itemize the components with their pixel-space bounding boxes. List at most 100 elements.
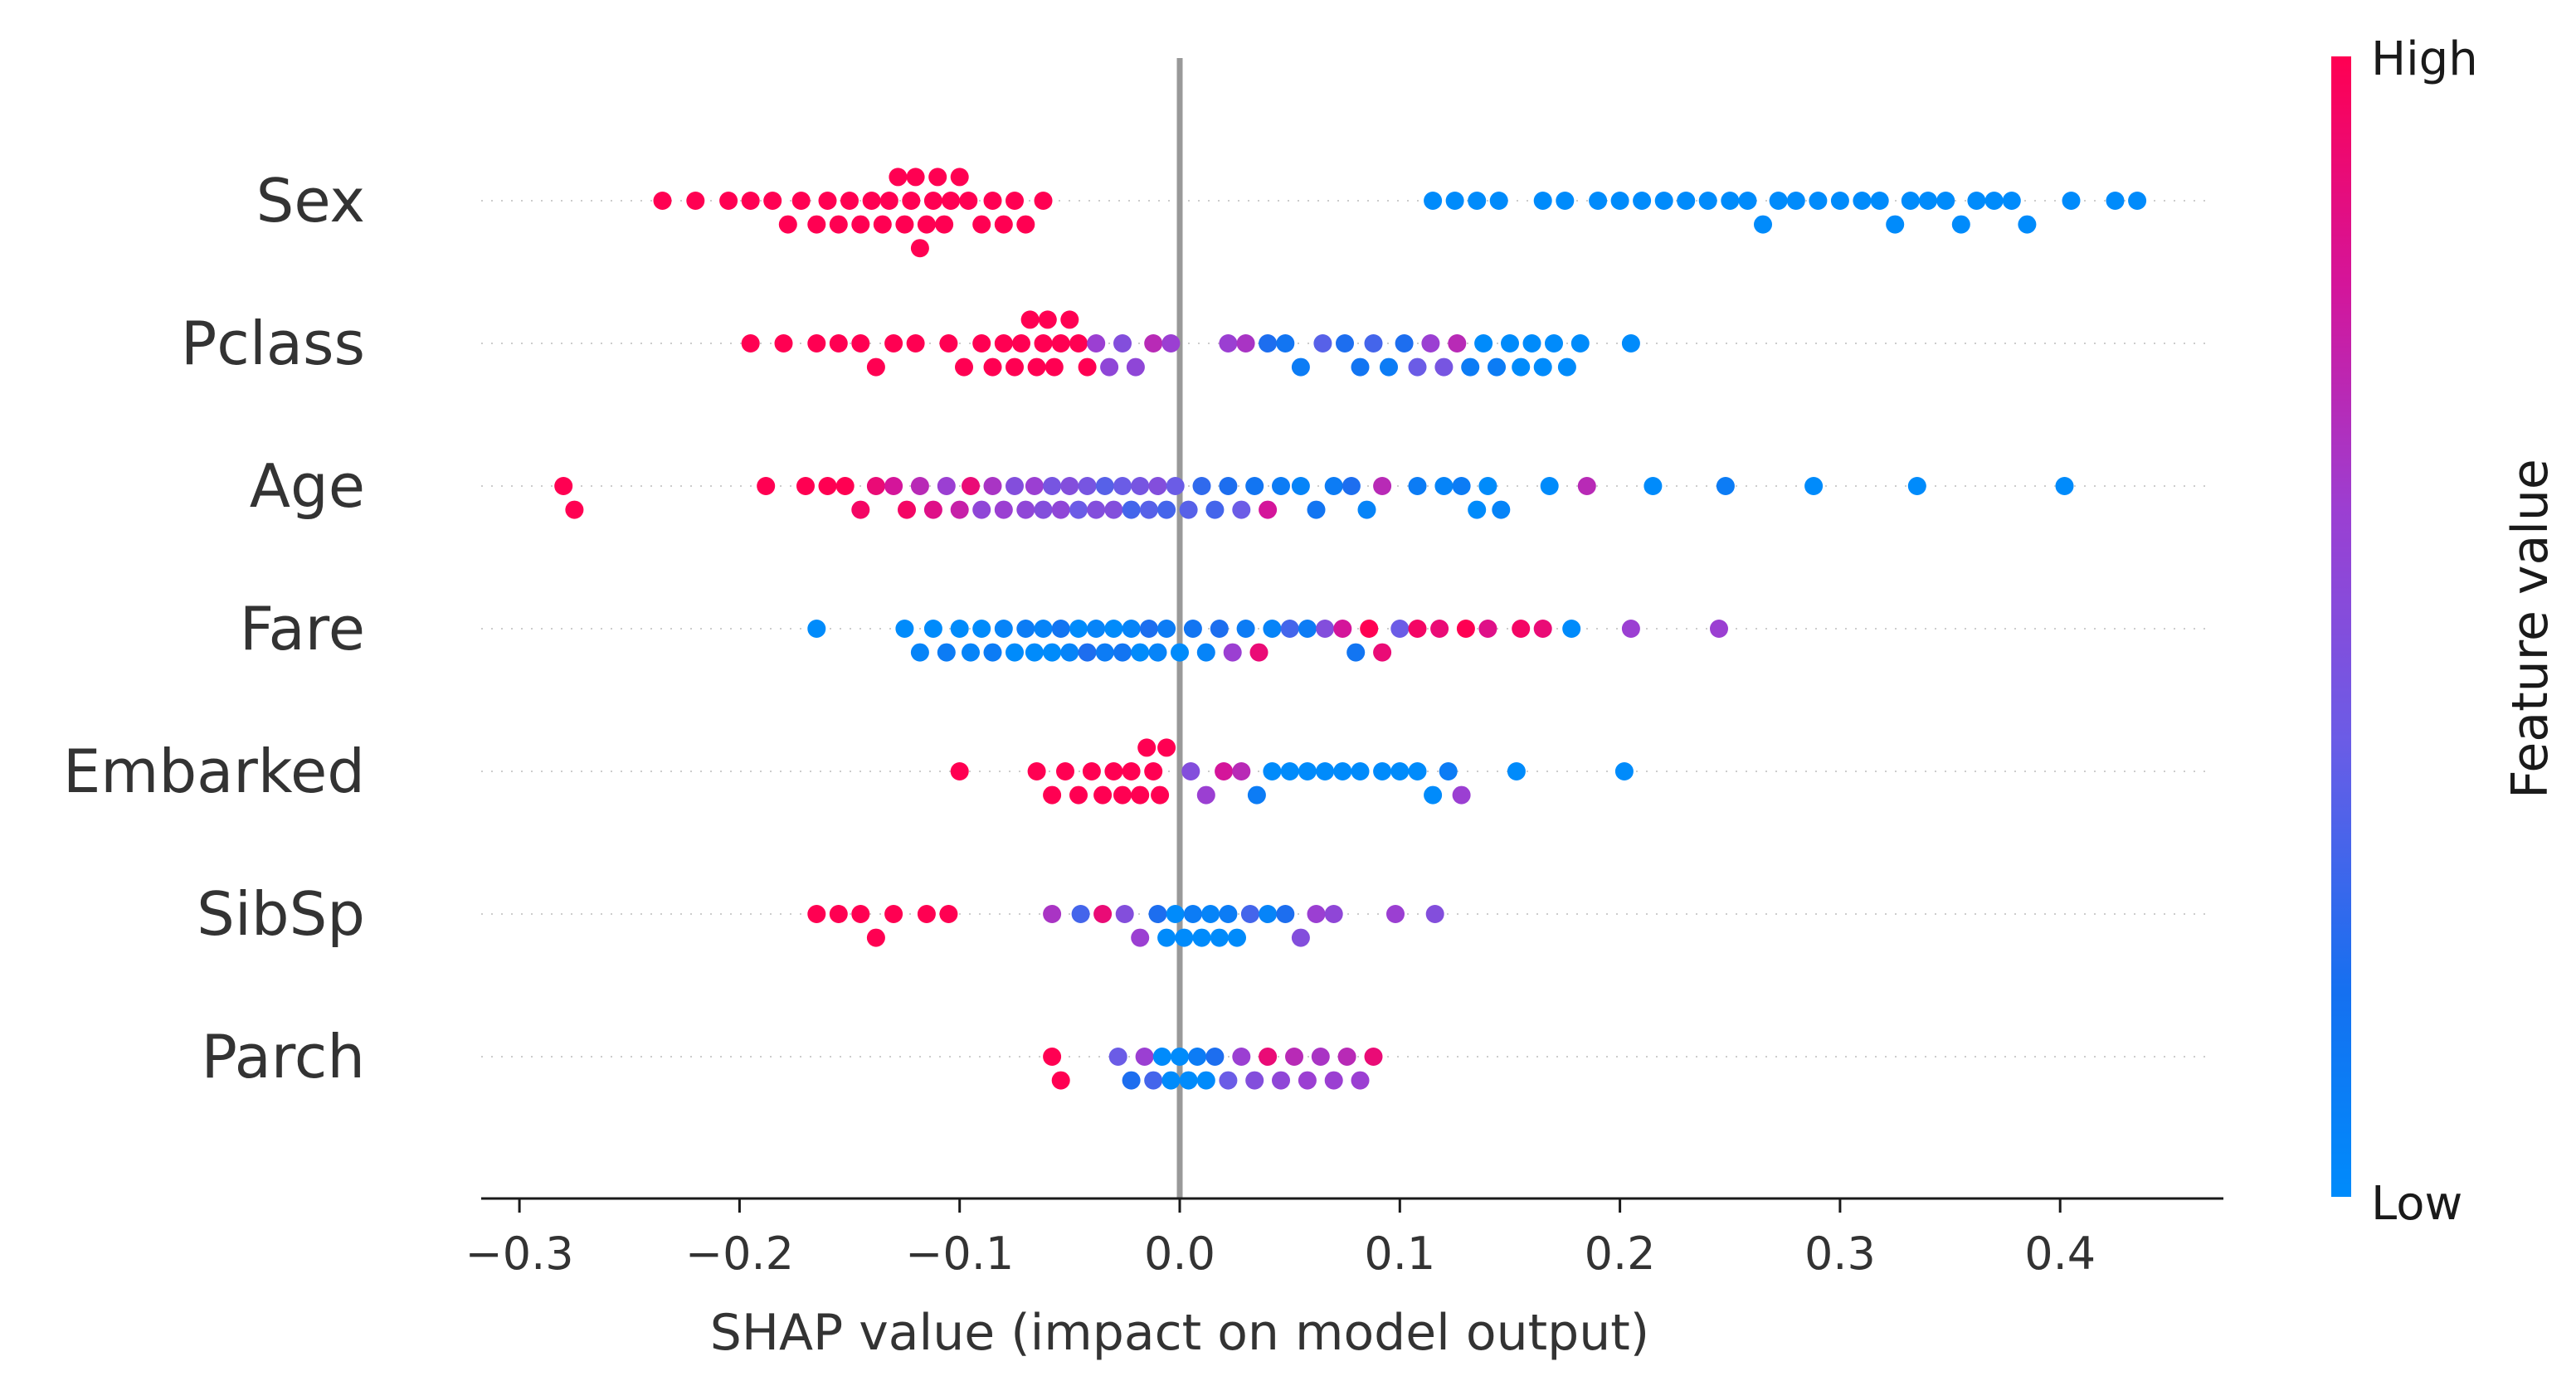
shap-point-pclass: [1313, 334, 1332, 353]
shap-point-pclass: [972, 334, 991, 353]
x-tick-label: −0.2: [685, 1228, 794, 1280]
shap-point-pclass: [1395, 334, 1414, 353]
shap-point-age: [851, 500, 870, 519]
shap-point-embarked: [1298, 762, 1317, 780]
shap-point-sex: [873, 215, 892, 234]
shap-point-pclass: [1012, 334, 1030, 353]
shap-point-sibsp: [1148, 905, 1167, 923]
shap-point-sex: [1786, 192, 1805, 210]
shap-point-age: [962, 477, 980, 495]
shap-point-pclass: [1351, 357, 1370, 377]
shap-point-fare: [1373, 643, 1392, 662]
shap-point-age: [2055, 477, 2074, 495]
shap-point-age: [1577, 477, 1596, 495]
shap-point-age: [1051, 500, 1070, 519]
shap-point-parch: [1108, 1048, 1127, 1066]
shap-point-sex: [895, 215, 914, 234]
shap-point-pclass: [1069, 334, 1088, 353]
shap-point-sex: [928, 168, 947, 187]
shap-point-embarked: [1137, 738, 1157, 757]
shap-point-sibsp: [829, 905, 848, 923]
shap-point-age: [950, 500, 969, 519]
shap-point-fare: [1430, 620, 1449, 638]
shap-point-age: [884, 477, 903, 495]
shap-point-parch: [1188, 1048, 1207, 1066]
shap-point-fare: [1333, 620, 1352, 638]
shap-point-pclass: [884, 334, 903, 353]
shap-point-sex: [2106, 192, 2125, 210]
shap-point-sex: [1445, 192, 1464, 210]
shap-point-sibsp: [1071, 905, 1090, 923]
shap-point-fare: [1183, 620, 1202, 638]
shap-point-embarked: [1069, 785, 1088, 805]
shap-point-pclass: [1144, 334, 1163, 353]
x-ticks: −0.3 −0.2 −0.1 0.0 0.1 0.2 0.3 0.4: [465, 1199, 2096, 1280]
feature-label-pclass: Pclass: [181, 309, 365, 378]
shap-point-parch: [1051, 1071, 1070, 1090]
shap-point-pclass: [1219, 334, 1238, 353]
shap-point-fare: [1095, 643, 1114, 662]
shap-point-parch: [1337, 1048, 1356, 1066]
shap-point-sibsp: [884, 905, 903, 923]
shap-point-age: [1131, 477, 1150, 495]
shap-point-sibsp: [1276, 905, 1295, 923]
shap-point-pclass: [983, 357, 1002, 377]
shap-point-sex: [2128, 192, 2147, 210]
shap-point-sex: [1967, 192, 1986, 210]
shap-point-sibsp: [1175, 928, 1194, 947]
shap-point-age: [923, 500, 942, 519]
shap-point-age: [1104, 500, 1123, 519]
shap-point-sibsp: [866, 928, 885, 947]
shap-point-age: [1192, 477, 1211, 495]
shap-point-sibsp: [1043, 905, 1062, 923]
shap-point-age: [1087, 500, 1106, 519]
shap-point-embarked: [1408, 762, 1427, 780]
shap-point-fare: [1069, 620, 1088, 638]
shap-point-embarked: [950, 762, 969, 780]
shap-point-fare: [1148, 643, 1167, 662]
shap-point-parch: [1272, 1071, 1290, 1090]
shap-point-sex: [778, 215, 797, 234]
shap-point-parch: [1179, 1071, 1198, 1090]
shap-point-sex: [994, 215, 1013, 234]
shap-point-age: [1122, 500, 1141, 519]
shap-point-age: [1205, 500, 1225, 519]
shap-point-fare: [895, 620, 914, 638]
shap-point-sex: [2002, 192, 2021, 210]
shap-point-sex: [851, 215, 870, 234]
shap-point-sex: [1633, 192, 1652, 210]
shap-point-age: [1716, 477, 1735, 495]
shap-point-fare: [1025, 643, 1044, 662]
shap-point-sibsp: [1291, 928, 1310, 947]
shap-point-fare: [1512, 620, 1531, 638]
shap-point-sex: [902, 192, 921, 210]
shap-point-age: [1148, 477, 1167, 495]
shap-point-sex: [2062, 192, 2081, 210]
shap-point-pclass: [1408, 357, 1427, 377]
shap-point-sibsp: [1228, 928, 1246, 947]
shap-point-sibsp: [807, 905, 826, 923]
shap-point-fare: [1016, 620, 1035, 638]
shap-point-sex: [1830, 192, 1849, 210]
shap-point-fare: [1043, 643, 1062, 662]
x-tick-label: 0.3: [1804, 1228, 1876, 1280]
shap-point-sex: [1424, 192, 1443, 210]
shap-point-pclass: [1291, 357, 1310, 377]
shap-point-sex: [807, 215, 826, 234]
shap-point-sex: [1886, 215, 1905, 234]
shap-point-age: [796, 477, 815, 495]
shap-point-sibsp: [1219, 905, 1238, 923]
shap-point-sex: [1769, 192, 1788, 210]
shap-point-age: [818, 477, 837, 495]
shap-point-parch: [1219, 1071, 1238, 1090]
shap-point-embarked: [1424, 785, 1443, 805]
shap-point-fare: [1390, 620, 1410, 638]
shap-point-age: [866, 477, 885, 495]
shap-point-sibsp: [1210, 928, 1229, 947]
shap-point-embarked: [1232, 762, 1251, 780]
shap-point-sex: [1738, 192, 1757, 210]
shap-point-sex: [1754, 215, 1772, 234]
shap-point-age: [1540, 477, 1559, 495]
shap-point-fare: [1171, 643, 1189, 662]
